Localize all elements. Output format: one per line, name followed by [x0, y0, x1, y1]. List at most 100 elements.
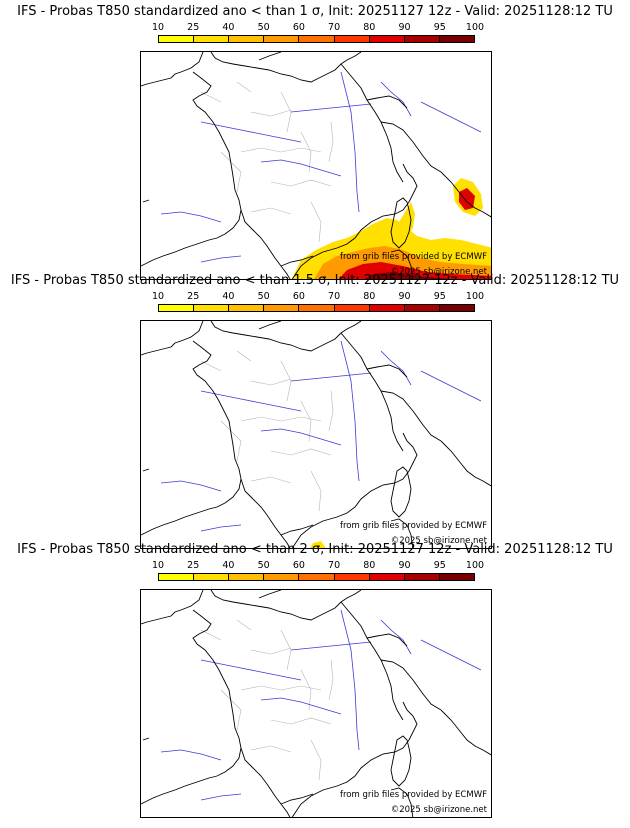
scale-label: 10	[151, 22, 165, 33]
scale-label: 80	[363, 22, 376, 33]
scale-swatch	[229, 574, 265, 580]
probability-color-scale	[158, 35, 475, 43]
map-france: from grib files provided by ECMWF ©2025 …	[140, 589, 492, 818]
scale-label: 80	[363, 560, 376, 571]
scale-label: 50	[257, 560, 270, 571]
probability-area	[364, 272, 451, 279]
corsica-outline	[390, 197, 412, 249]
sardinia-outline	[390, 518, 414, 548]
scale-label: 50	[257, 22, 270, 33]
scale-label: 90	[398, 291, 411, 302]
scale-label: 50	[257, 291, 270, 302]
scale-swatch	[299, 305, 335, 311]
scale-label: 70	[328, 22, 341, 33]
scale-label: 80	[363, 291, 376, 302]
scale-label: 25	[187, 22, 200, 33]
scale-label: 95	[433, 22, 446, 33]
map-france: from grib files provided by ECMWF ©2025 …	[140, 320, 492, 549]
scale-swatch	[404, 36, 440, 42]
map-drawing	[141, 590, 491, 817]
scale-swatch	[159, 574, 195, 580]
scale-label: 25	[187, 560, 200, 571]
department-borders	[200, 619, 334, 781]
map-france: from grib files provided by ECMWF ©2025 …	[140, 51, 492, 280]
credit-grib: from grib files provided by ECMWF	[340, 790, 487, 800]
map-drawing	[141, 52, 491, 279]
scale-swatch	[369, 574, 405, 580]
scale-label: 60	[292, 560, 305, 571]
scale-swatch	[194, 36, 230, 42]
credit-copyright: ©2025 sb@irizone.net	[390, 267, 487, 277]
scale-swatch	[404, 574, 440, 580]
probability-color-scale	[158, 573, 475, 581]
scale-swatch	[439, 305, 474, 311]
sardinia-outline	[390, 787, 414, 817]
country-borders	[258, 52, 442, 267]
rivers	[160, 340, 482, 532]
map-drawing	[141, 321, 491, 548]
scale-label: 40	[222, 22, 235, 33]
scale-swatch	[439, 36, 474, 42]
panel-title: IFS - Probas T850 standardized ano < tha…	[10, 273, 620, 288]
scale-label: 90	[398, 22, 411, 33]
scale-label: 60	[292, 291, 305, 302]
country-borders	[258, 321, 442, 536]
scale-swatch	[264, 305, 300, 311]
panel-title: IFS - Probas T850 standardized ano < tha…	[17, 4, 613, 19]
corsica-outline	[390, 735, 412, 787]
probability-scale-labels: 10 25 40 50 60 70 80 90 95 100	[152, 22, 484, 34]
forecast-panel-1: IFS - Probas T850 standardized ano < tha…	[0, 4, 630, 280]
scale-swatch	[369, 36, 405, 42]
scale-swatch	[264, 574, 300, 580]
scale-label: 90	[398, 560, 411, 571]
scale-swatch	[264, 36, 300, 42]
sardinia-outline	[390, 249, 414, 279]
credit-grib: from grib files provided by ECMWF	[340, 252, 487, 262]
credit-grib: from grib files provided by ECMWF	[340, 521, 487, 531]
scale-label: 95	[433, 560, 446, 571]
scale-swatch	[229, 36, 265, 42]
scale-swatch	[159, 305, 195, 311]
scale-label: 70	[328, 560, 341, 571]
coastline	[141, 590, 491, 817]
scale-label: 40	[222, 291, 235, 302]
scale-label: 40	[222, 560, 235, 571]
scale-swatch	[439, 574, 474, 580]
scale-swatch	[334, 574, 370, 580]
corsica-outline	[390, 466, 412, 518]
scale-label: 10	[151, 291, 165, 302]
scale-swatch	[334, 305, 370, 311]
scale-swatch	[299, 36, 335, 42]
country-borders	[258, 590, 442, 805]
department-borders	[200, 350, 334, 512]
scale-label: 100	[465, 22, 485, 33]
scale-swatch	[334, 36, 370, 42]
scale-swatch	[229, 305, 265, 311]
probability-color-scale	[158, 304, 475, 312]
rivers	[160, 71, 482, 263]
probability-scale-labels: 10 25 40 50 60 70 80 90 95 100	[152, 560, 484, 572]
scale-label: 70	[328, 291, 341, 302]
forecast-panel-2: IFS - Probas T850 standardized ano < tha…	[0, 273, 630, 549]
credit-copyright: ©2025 sb@irizone.net	[390, 805, 487, 815]
scale-swatch	[369, 305, 405, 311]
scale-swatch	[194, 574, 230, 580]
forecast-panel-3: IFS - Probas T850 standardized ano < tha…	[0, 542, 630, 818]
scale-swatch	[299, 574, 335, 580]
department-borders	[200, 81, 334, 243]
probability-scale-labels: 10 25 40 50 60 70 80 90 95 100	[152, 291, 484, 303]
scale-swatch	[194, 305, 230, 311]
coastline	[141, 52, 491, 279]
scale-label: 100	[465, 291, 485, 302]
credit-copyright: ©2025 sb@irizone.net	[390, 536, 487, 546]
scale-label: 60	[292, 22, 305, 33]
probability-area	[399, 202, 415, 238]
panel-title: IFS - Probas T850 standardized ano < tha…	[17, 542, 613, 557]
scale-label: 25	[187, 291, 200, 302]
scale-label: 95	[433, 291, 446, 302]
scale-label: 10	[151, 560, 165, 571]
scale-label: 100	[465, 560, 485, 571]
rivers	[160, 609, 482, 801]
scale-swatch	[159, 36, 195, 42]
scale-swatch	[404, 305, 440, 311]
